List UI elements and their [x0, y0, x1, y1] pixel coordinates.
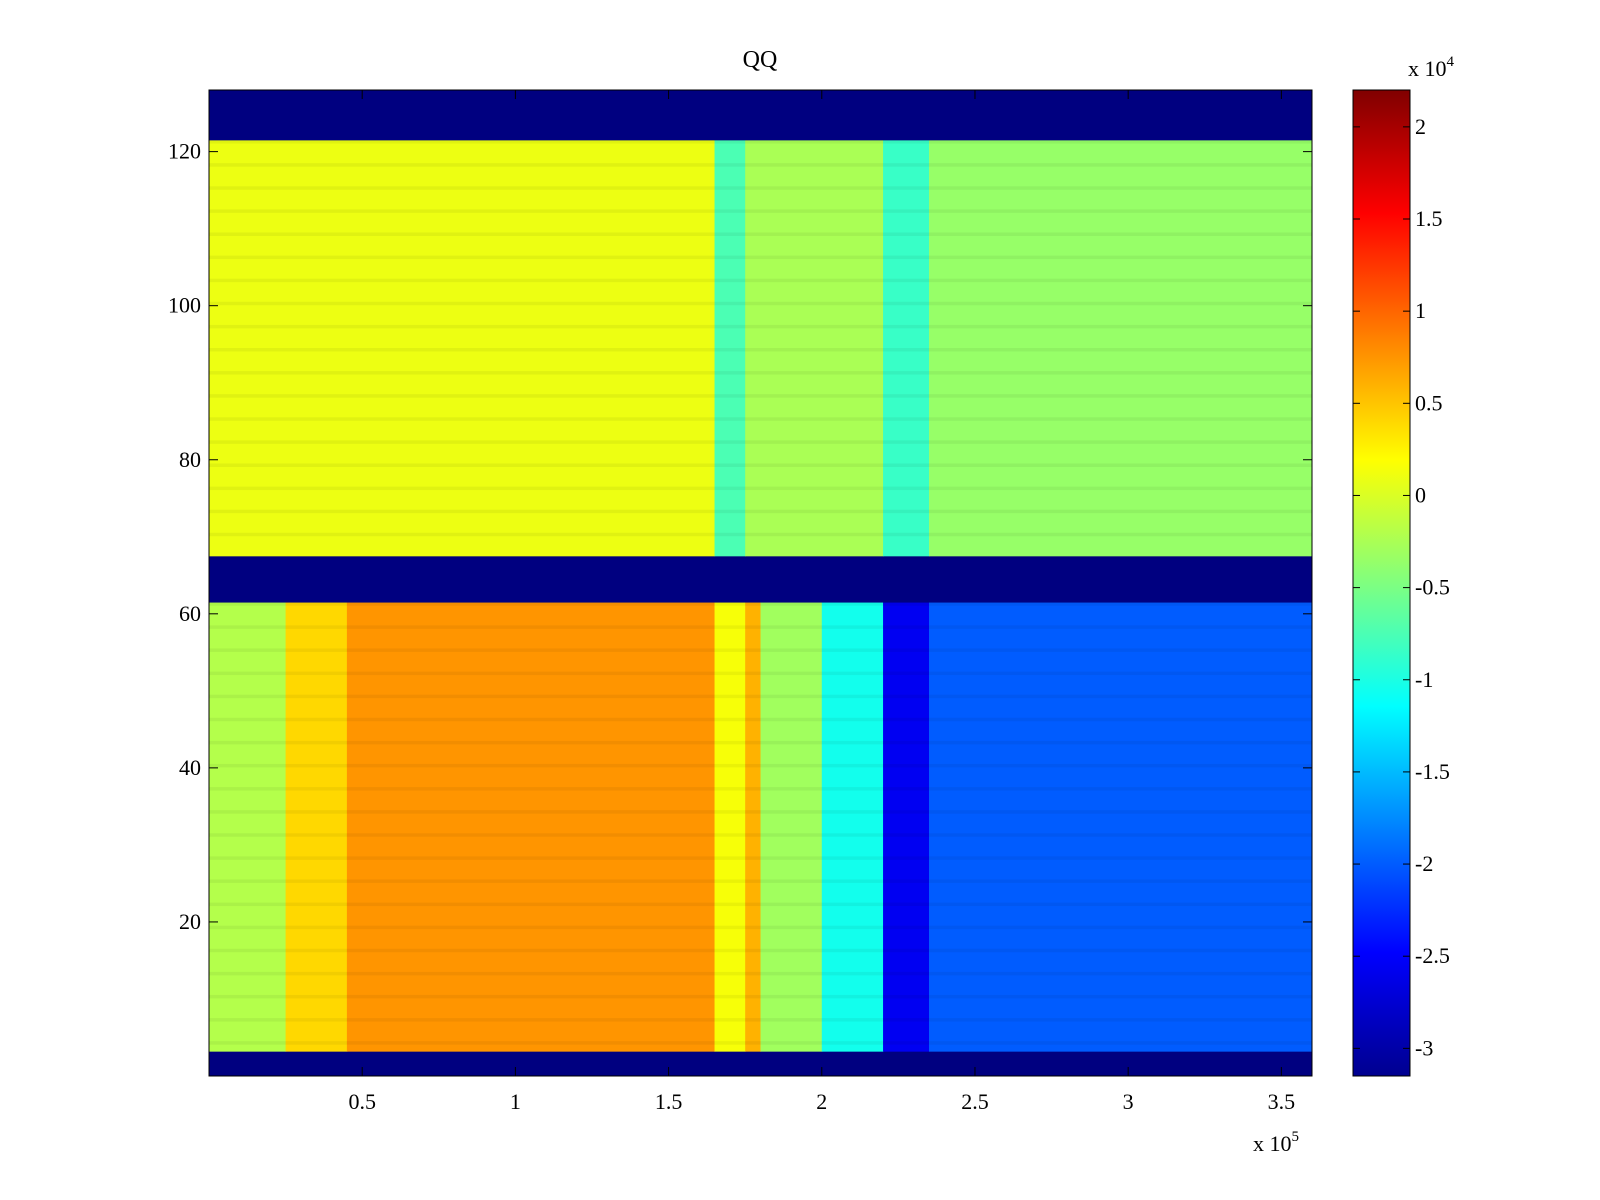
heatmap-cells — [209, 90, 1312, 1076]
heatmap-cell — [714, 602, 746, 1052]
row-stripe — [209, 486, 1312, 491]
row-stripe — [209, 856, 1312, 860]
chart-title: QQ — [743, 47, 778, 73]
heatmap-cell — [714, 140, 746, 557]
heatmap-cell — [209, 602, 287, 1052]
row-stripe — [209, 787, 1312, 791]
row-stripe — [209, 925, 1312, 930]
row-stripe — [209, 186, 1312, 190]
row-stripe — [209, 140, 1312, 144]
colorbar-tick-label: 0 — [1415, 482, 1426, 507]
x-axis: 0.5 1 1.5 2 2.5 3 3.5 — [348, 90, 1295, 1114]
heatmap-cell — [929, 602, 1312, 1052]
y-tick-label: 120 — [168, 139, 201, 164]
y-tick-label: 40 — [179, 755, 201, 780]
row-stripe — [209, 417, 1312, 421]
row-stripe — [209, 717, 1312, 722]
colorbar-tick-label: 1 — [1415, 298, 1426, 323]
row-stripe — [209, 463, 1312, 467]
colorbar-tick-label: -1 — [1415, 667, 1433, 692]
row-stripe — [209, 394, 1312, 398]
row-stripe — [209, 347, 1312, 352]
row-stripe — [209, 810, 1312, 814]
row-stripe — [209, 209, 1312, 213]
colorbar-tick-label: -3 — [1415, 1035, 1433, 1060]
plot-frame — [208, 89, 1313, 1077]
row-stripe — [209, 994, 1312, 999]
row-stripe — [209, 232, 1312, 236]
x-tick-label: 2.5 — [961, 1089, 989, 1114]
row-stripe — [209, 324, 1312, 329]
colorbar-tick-label: -2 — [1415, 851, 1433, 876]
heatmap-cell — [209, 90, 1312, 141]
heatmap-cell — [209, 1051, 1312, 1076]
row-stripe — [209, 625, 1312, 629]
row-stripe — [209, 694, 1312, 699]
row-stripe — [209, 602, 1312, 606]
y-tick-label: 20 — [179, 909, 201, 934]
row-stripe — [209, 371, 1312, 375]
heatmap-cell — [209, 556, 1312, 603]
row-stripe — [209, 278, 1312, 283]
heatmap-cell — [285, 602, 348, 1052]
row-stripe — [209, 163, 1312, 167]
colorbar-tick-label: 0.5 — [1415, 390, 1443, 415]
row-stripe — [209, 879, 1312, 883]
x-tick-label: 1.5 — [655, 1089, 683, 1114]
row-stripe — [209, 971, 1312, 976]
row-stripe — [209, 509, 1312, 514]
colorbar-tick-label: -0.5 — [1415, 575, 1450, 600]
heatmap-cell — [821, 602, 884, 1052]
colorbar — [1352, 89, 1411, 1077]
heatmap-cell — [883, 140, 930, 557]
x-tick-label: 3.5 — [1268, 1089, 1296, 1114]
y-axis: 20 40 60 80 100 120 — [168, 139, 1312, 934]
heatmap-cell — [929, 140, 1312, 557]
x-tick-label: 3 — [1123, 1089, 1134, 1114]
row-stripe — [209, 532, 1312, 537]
colorbar-multiplier: x 104 — [1408, 54, 1455, 81]
colorbar-tick-label: -1.5 — [1415, 759, 1450, 784]
x-tick-label: 2 — [816, 1089, 827, 1114]
x-tick-label: 1 — [510, 1089, 521, 1114]
row-stripe — [209, 1041, 1312, 1045]
x-tick-label: 0.5 — [348, 1089, 376, 1114]
colorbar-tick-label: 2 — [1415, 114, 1426, 139]
heatmap-cell — [883, 602, 930, 1052]
heatmap-cell — [209, 140, 716, 557]
row-stripe — [209, 902, 1312, 907]
heatmap-cell — [760, 602, 823, 1052]
x-axis-multiplier: x 105 — [1253, 1129, 1299, 1156]
row-stripe — [209, 1018, 1312, 1022]
heatmap-cell — [745, 602, 762, 1052]
stripe-overlay — [209, 140, 1312, 1045]
row-stripe — [209, 255, 1312, 260]
row-stripe — [209, 648, 1312, 652]
y-tick-label: 100 — [168, 293, 201, 318]
row-stripe — [209, 948, 1312, 953]
colorbar-axis: 2 1.5 1 0.5 0 -0.5 -1 -1.5 -2 -2.5 -3 — [1353, 114, 1450, 1060]
row-stripe — [209, 440, 1312, 444]
colorbar-tick-label: -2.5 — [1415, 943, 1450, 968]
row-stripe — [209, 833, 1312, 837]
row-stripe — [209, 671, 1312, 676]
heatmap-cell — [346, 602, 716, 1052]
row-stripe — [209, 301, 1312, 306]
heatmap-cell — [745, 140, 884, 557]
colorbar-tick-label: 1.5 — [1415, 206, 1443, 231]
row-stripe — [209, 763, 1312, 768]
y-tick-label: 60 — [179, 601, 201, 626]
row-stripe — [209, 555, 1312, 560]
y-tick-label: 80 — [179, 447, 201, 472]
row-stripe — [209, 740, 1312, 745]
